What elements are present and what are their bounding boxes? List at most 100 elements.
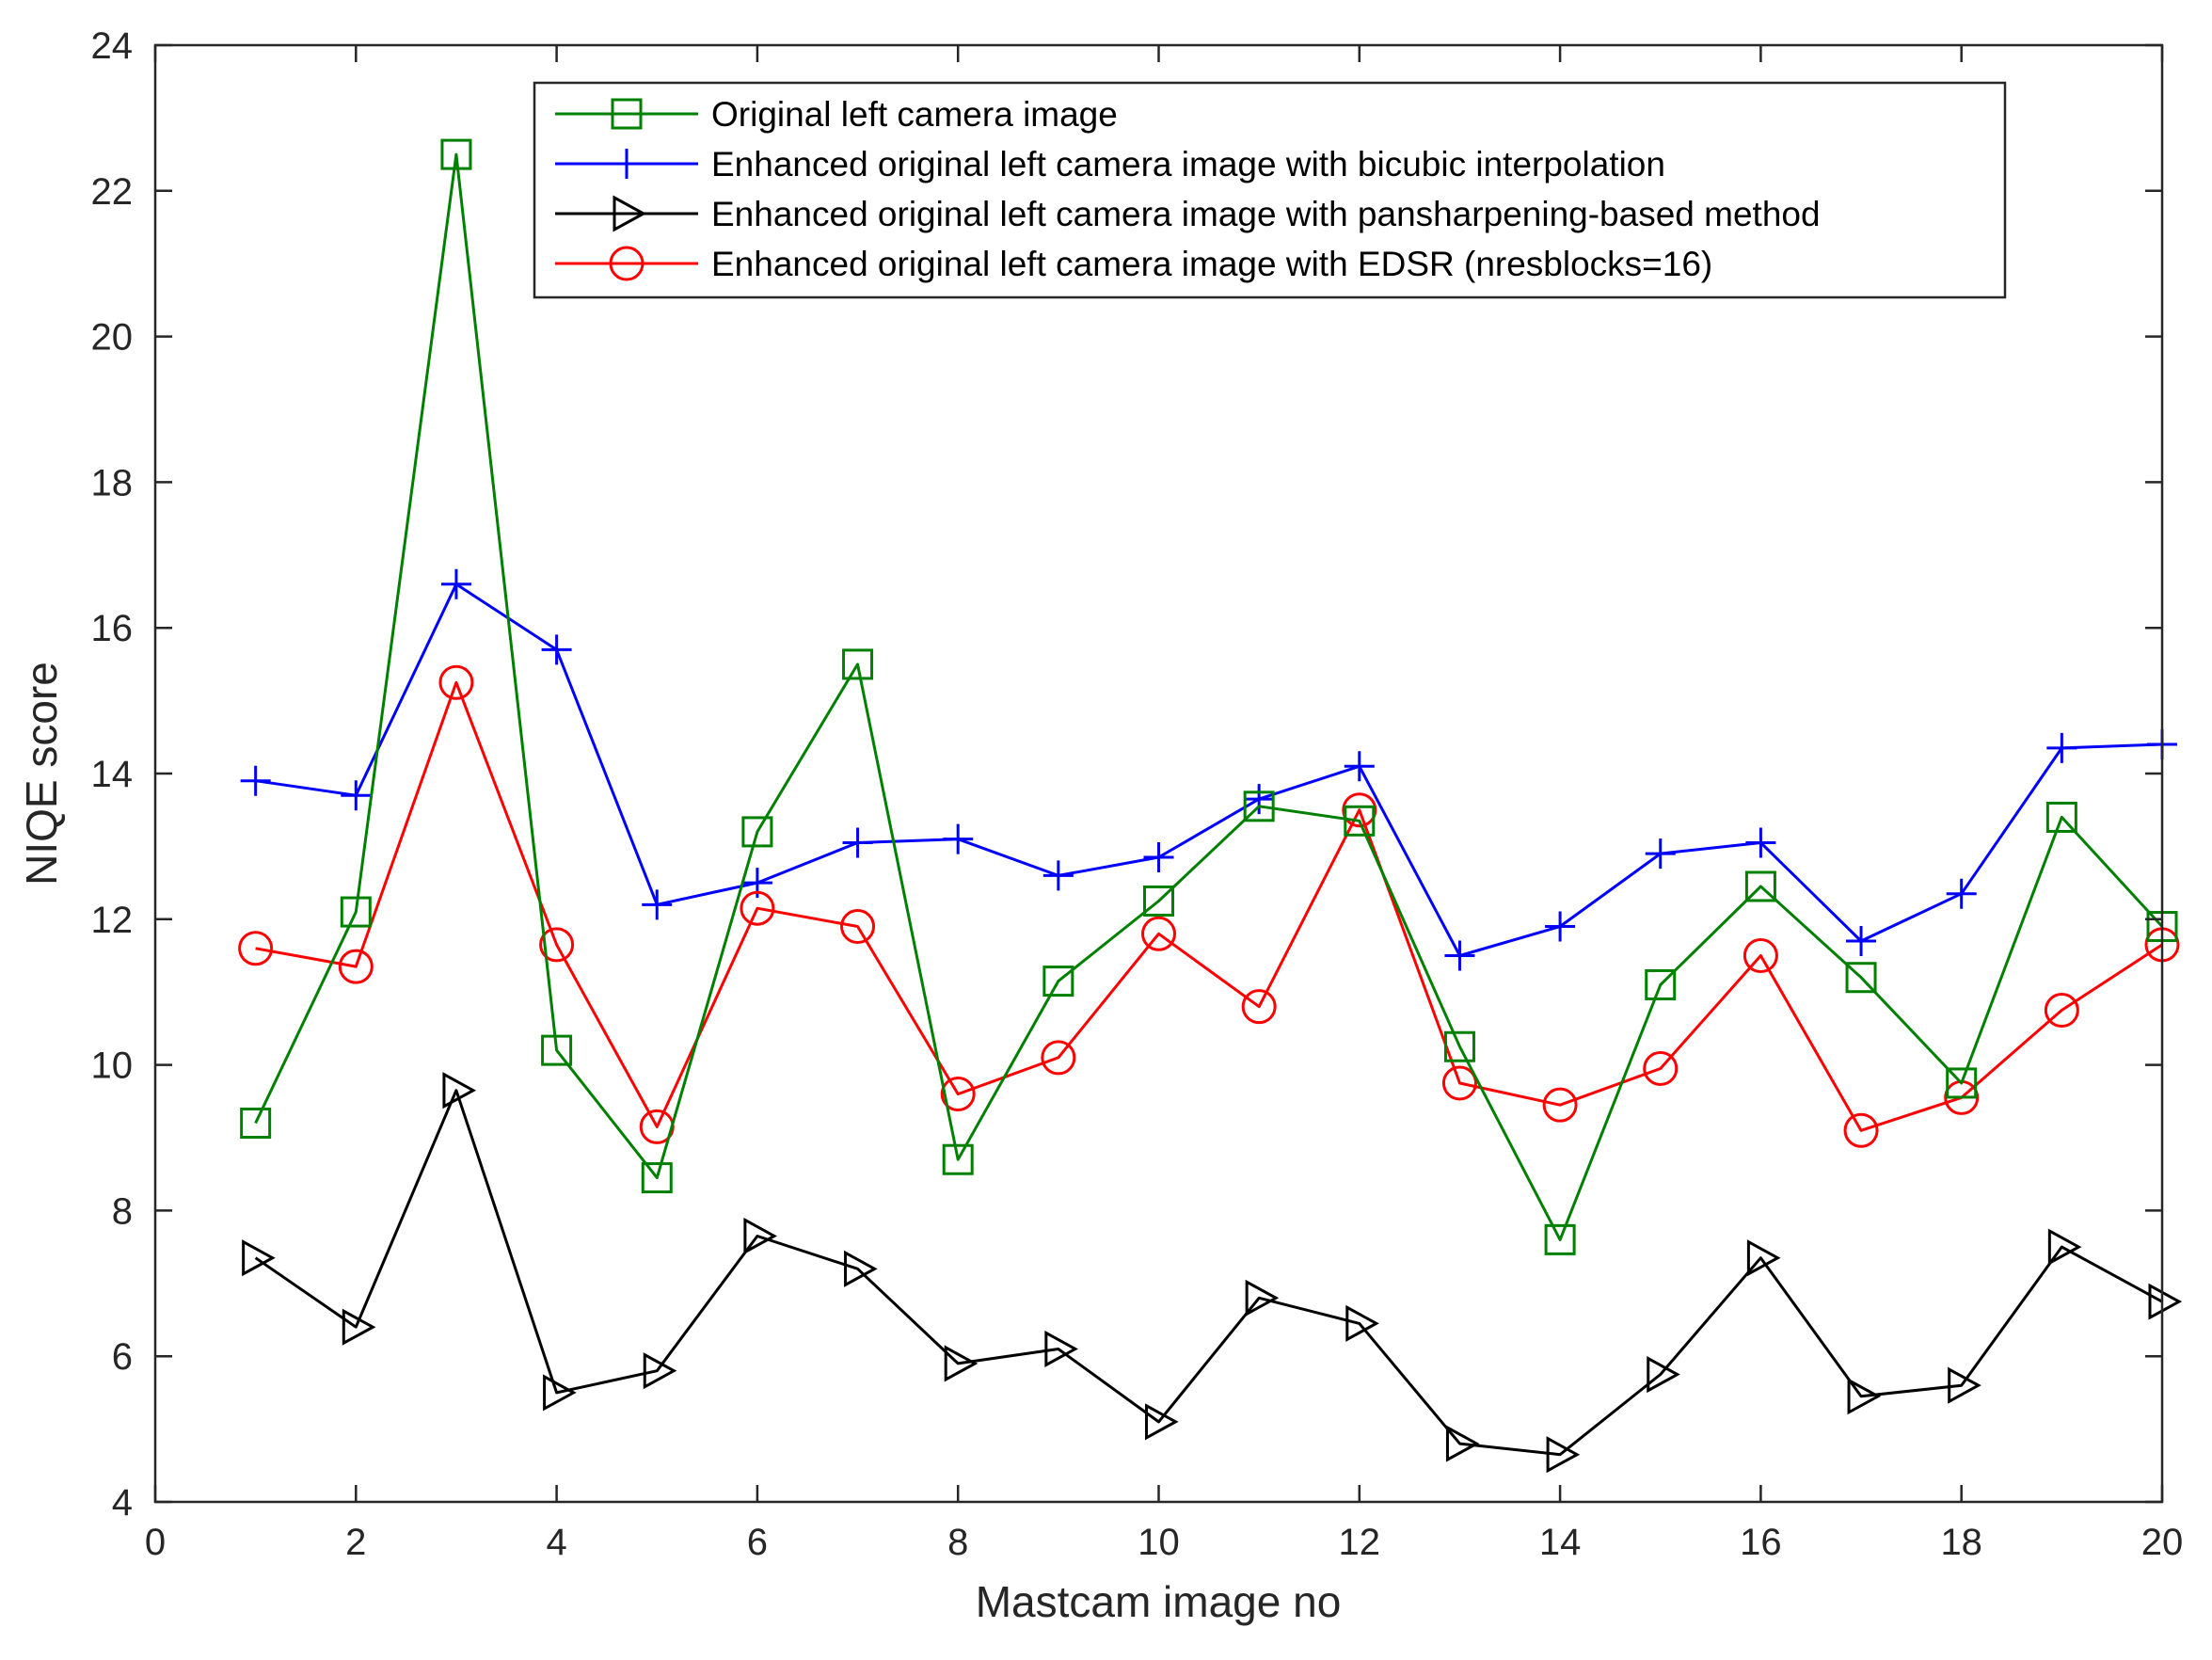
y-tick-label: 16 <box>91 608 134 649</box>
data-point <box>943 823 974 854</box>
x-tick-label: 10 <box>1138 1522 1180 1563</box>
data-point <box>2045 801 2077 833</box>
data-point <box>338 949 374 984</box>
data-point <box>942 1143 974 1175</box>
data-point <box>741 816 773 848</box>
data-point <box>1546 1436 1581 1474</box>
data-point <box>1846 926 1877 957</box>
data-point <box>1042 966 1074 998</box>
legend-marker <box>611 98 643 130</box>
data-point <box>944 1345 979 1382</box>
data-point <box>1948 1366 1981 1404</box>
legend-marker <box>612 149 642 179</box>
legend-marker <box>613 195 647 232</box>
series-line <box>254 152 2164 1241</box>
data-point <box>740 890 775 926</box>
data-point <box>1143 885 1174 917</box>
series-1 <box>240 568 2177 971</box>
legend-label-pansharpening: Enhanced original left camera image with… <box>711 195 1821 233</box>
data-point <box>1143 842 1174 873</box>
legend: Original left camera image Enhanced orig… <box>533 81 2007 299</box>
data-point <box>539 927 575 963</box>
data-point <box>1946 878 1977 909</box>
data-point <box>341 780 372 811</box>
legend-label-bicubic: Enhanced original left camera image with… <box>711 145 1665 184</box>
data-point <box>641 1162 673 1194</box>
data-point <box>1441 1065 1477 1101</box>
data-point <box>242 1239 276 1277</box>
data-point <box>844 1250 878 1287</box>
data-point <box>2047 1228 2082 1266</box>
x-tick-label: 2 <box>345 1522 366 1563</box>
data-point <box>541 1034 573 1066</box>
series-line <box>255 583 2163 957</box>
data-point <box>1345 1304 1379 1342</box>
y-tick-label: 4 <box>112 1482 133 1524</box>
data-point <box>1444 940 1475 971</box>
y-tick-label: 22 <box>91 171 134 213</box>
data-point <box>1243 790 1275 822</box>
data-point <box>1946 1067 1978 1099</box>
data-point <box>1344 751 1375 782</box>
legend-swatches <box>555 98 698 281</box>
data-point <box>440 568 471 599</box>
y-tick-label: 14 <box>91 754 134 795</box>
data-point <box>643 1352 677 1390</box>
data-point <box>1843 1112 1879 1148</box>
data-point <box>1545 911 1576 942</box>
data-point <box>1542 1087 1578 1123</box>
data-point <box>2046 732 2077 763</box>
data-point <box>240 1108 272 1140</box>
x-tick-label: 18 <box>1940 1522 1982 1563</box>
data-point <box>1643 1050 1679 1086</box>
x-tick-label: 6 <box>747 1522 768 1563</box>
y-tick-label: 18 <box>91 462 134 503</box>
x-tick-label: 0 <box>145 1522 166 1563</box>
data-point <box>1744 870 1776 902</box>
data-point <box>1645 968 1677 1000</box>
data-point <box>340 896 372 928</box>
y-tick-label: 10 <box>91 1045 134 1087</box>
y-tick-label: 6 <box>112 1336 133 1378</box>
data-point <box>1141 916 1176 951</box>
data-point <box>1044 1330 1078 1367</box>
data-point <box>1443 1030 1475 1062</box>
data-point <box>442 1072 477 1109</box>
data-point <box>1445 1425 1480 1462</box>
data-point <box>1041 1040 1076 1076</box>
y-tick-label: 20 <box>91 317 134 359</box>
data-point <box>743 1217 778 1255</box>
data-point <box>240 765 271 796</box>
legend-label-original: Original left camera image <box>711 95 1118 134</box>
data-point <box>342 1308 376 1346</box>
data-point <box>840 909 876 945</box>
data-point <box>1746 1239 1781 1277</box>
data-point <box>1042 860 1074 891</box>
x-tick-label: 4 <box>546 1522 566 1563</box>
x-tick-label: 12 <box>1339 1522 1381 1563</box>
data-point <box>2044 993 2079 1029</box>
data-point <box>1245 1279 1280 1317</box>
x-tick-label: 20 <box>2141 1522 2184 1563</box>
data-point <box>642 889 673 920</box>
data-point <box>1847 1378 1882 1415</box>
y-tick-label: 8 <box>112 1190 133 1232</box>
series-3 <box>238 664 2180 1148</box>
legend-label-edsr: Enhanced original left camera image with… <box>711 245 1712 283</box>
data-point <box>842 827 873 858</box>
data-point <box>1241 989 1277 1025</box>
y-tick-label: 12 <box>91 900 134 941</box>
series-line <box>255 680 2163 1132</box>
data-point <box>1647 1356 1680 1394</box>
data-point <box>940 1077 976 1112</box>
x-axis-label: Mastcam image no <box>976 1577 1342 1626</box>
y-tick-label: 24 <box>91 25 134 67</box>
legend-marker <box>609 246 645 281</box>
data-point <box>1344 805 1376 837</box>
data-point <box>1145 1403 1179 1441</box>
legend-box <box>533 81 2007 299</box>
data-point <box>1244 784 1275 815</box>
data-point <box>2148 1283 2183 1320</box>
